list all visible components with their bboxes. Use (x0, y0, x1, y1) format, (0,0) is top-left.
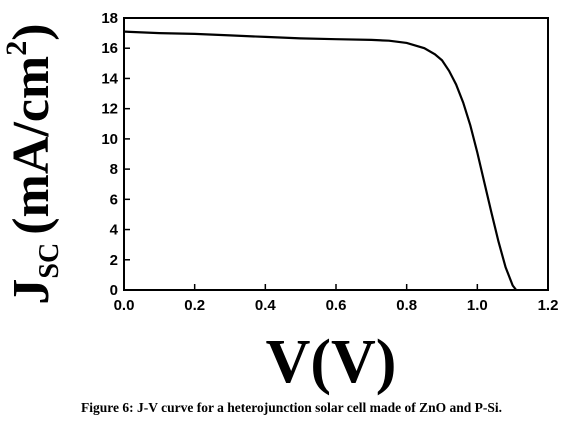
y-tick-label: 10 (101, 131, 118, 148)
x-tick-label: 0.2 (184, 297, 205, 314)
x-tick-label: 1.2 (538, 297, 559, 314)
y-axis-label: JSC (mA/cm2) (0, 23, 65, 304)
y-axis-label-close: ) (3, 23, 60, 40)
chart-svg: 0 2 4 6 8 10 12 14 16 18 0.0 0.2 0.4 0.6 0.8 1.0 1.2 V(… (0, 10, 559, 396)
jv-curve (123, 30, 518, 291)
y-tick-label: 8 (110, 161, 118, 178)
y-tick-label: 6 (110, 191, 118, 208)
x-tick-label: 0.0 (114, 297, 135, 314)
y-tick-label: 16 (101, 40, 118, 57)
y-tick-label: 14 (101, 70, 118, 87)
x-axis-ticks: 0.0 0.2 0.4 0.6 0.8 1.0 1.2 (114, 284, 559, 314)
y-axis-label-unit: (mA/cm (3, 56, 60, 235)
x-tick-label: 0.8 (396, 297, 417, 314)
y-axis-label-sup: 2 (0, 41, 33, 56)
x-tick-label: 1.0 (467, 297, 488, 314)
x-tick-label: 0.6 (326, 297, 347, 314)
y-axis-label-sub: SC (34, 243, 65, 279)
plot-frame (123, 17, 549, 291)
y-tick-label: 4 (110, 222, 119, 239)
y-tick-label: 18 (101, 10, 118, 27)
figure-caption: Figure 6: J-V curve for a heterojunction… (81, 400, 502, 415)
y-tick-label: 2 (110, 252, 118, 269)
y-tick-label: 12 (101, 101, 118, 118)
x-axis-label: V(V) (266, 328, 397, 396)
y-axis-ticks: 0 2 4 6 8 10 12 14 16 18 (101, 10, 130, 299)
jv-chart: 0 2 4 6 8 10 12 14 16 18 0.0 0.2 0.4 0.6 0.8 1.0 1.2 V(… (0, 10, 559, 396)
x-tick-label: 0.4 (255, 297, 277, 314)
y-tick-label: 0 (110, 282, 118, 299)
y-axis-label-main: J (3, 279, 60, 305)
